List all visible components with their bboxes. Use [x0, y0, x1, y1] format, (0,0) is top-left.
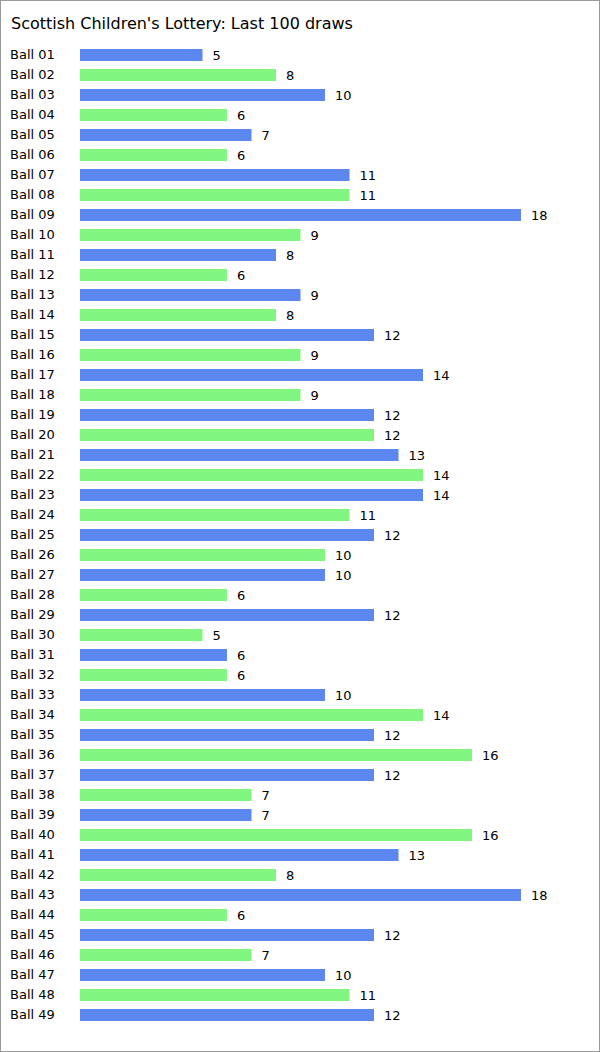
svg-text:9: 9 — [311, 288, 319, 303]
svg-text:16: 16 — [482, 828, 499, 843]
svg-text:6: 6 — [237, 108, 245, 123]
svg-text:Ball 27: Ball 27 — [10, 567, 55, 582]
svg-text:6: 6 — [237, 268, 245, 283]
svg-text:5: 5 — [213, 628, 221, 643]
svg-text:5: 5 — [213, 48, 221, 63]
svg-text:Ball 12: Ball 12 — [10, 267, 55, 282]
svg-text:12: 12 — [384, 608, 401, 623]
svg-text:Ball 04: Ball 04 — [10, 107, 55, 122]
svg-text:9: 9 — [311, 388, 319, 403]
svg-text:Ball 19: Ball 19 — [10, 407, 55, 422]
svg-text:6: 6 — [237, 648, 245, 663]
svg-text:Ball 33: Ball 33 — [10, 687, 55, 702]
svg-text:12: 12 — [384, 768, 401, 783]
svg-text:18: 18 — [531, 888, 548, 903]
svg-text:8: 8 — [286, 68, 294, 83]
svg-text:Ball 36: Ball 36 — [10, 747, 55, 762]
svg-text:9: 9 — [311, 228, 319, 243]
svg-text:Ball 31: Ball 31 — [10, 647, 55, 662]
svg-text:14: 14 — [433, 468, 450, 483]
svg-text:12: 12 — [384, 928, 401, 943]
svg-text:Ball 34: Ball 34 — [10, 707, 55, 722]
html-text:Scottish Children's Lottery: L: Scottish Children's Lottery: Last 100 dr… — [11, 14, 353, 33]
svg-text:Ball 14: Ball 14 — [10, 307, 55, 322]
svg-text:Ball 37: Ball 37 — [10, 767, 55, 782]
svg-text:7: 7 — [262, 788, 270, 803]
svg-text:11: 11 — [360, 508, 377, 523]
svg-text:12: 12 — [384, 328, 401, 343]
svg-text:10: 10 — [335, 88, 352, 103]
svg-text:10: 10 — [335, 688, 352, 703]
svg-text:Ball 13: Ball 13 — [10, 287, 55, 302]
svg-text:12: 12 — [384, 728, 401, 743]
svg-text:Ball 03: Ball 03 — [10, 87, 55, 102]
svg-text:Ball 26: Ball 26 — [10, 547, 55, 562]
svg-text:Ball 18: Ball 18 — [10, 387, 55, 402]
svg-text:Ball 24: Ball 24 — [10, 507, 55, 522]
svg-text:14: 14 — [433, 368, 450, 383]
svg-text:Ball 49: Ball 49 — [10, 1007, 55, 1022]
svg-text:7: 7 — [262, 128, 270, 143]
svg-text:Ball 22: Ball 22 — [10, 467, 55, 482]
svg-text:Ball 41: Ball 41 — [10, 847, 55, 862]
svg-text:Ball 16: Ball 16 — [10, 347, 55, 362]
svg-text:Ball 15: Ball 15 — [10, 327, 55, 342]
svg-text:Ball 47: Ball 47 — [10, 967, 55, 982]
svg-text:14: 14 — [433, 708, 450, 723]
svg-text:7: 7 — [262, 948, 270, 963]
svg-text:13: 13 — [409, 448, 426, 463]
svg-text:Ball 48: Ball 48 — [10, 987, 55, 1002]
svg-text:14: 14 — [433, 488, 450, 503]
svg-text:Ball 39: Ball 39 — [10, 807, 55, 822]
svg-text:Ball 28: Ball 28 — [10, 587, 55, 602]
svg-text:Ball 21: Ball 21 — [10, 447, 55, 462]
svg-text:12: 12 — [384, 1008, 401, 1023]
svg-text:11: 11 — [360, 988, 377, 1003]
svg-text:Ball 10: Ball 10 — [10, 227, 55, 242]
svg-text:9: 9 — [311, 348, 319, 363]
svg-text:Ball 43: Ball 43 — [10, 887, 55, 902]
svg-text:6: 6 — [237, 908, 245, 923]
svg-text:Ball 09: Ball 09 — [10, 207, 55, 222]
svg-text:Ball 42: Ball 42 — [10, 867, 55, 882]
svg-text:Ball 01: Ball 01 — [10, 47, 55, 62]
svg-text:Ball 30: Ball 30 — [10, 627, 55, 642]
svg-text:Ball 38: Ball 38 — [10, 787, 55, 802]
svg-text:Ball 08: Ball 08 — [10, 187, 55, 202]
svg-text:10: 10 — [335, 548, 352, 563]
svg-text:12: 12 — [384, 428, 401, 443]
svg-text:16: 16 — [482, 748, 499, 763]
svg-text:Ball 44: Ball 44 — [10, 907, 55, 922]
svg-text:7: 7 — [262, 808, 270, 823]
svg-text:Ball 46: Ball 46 — [10, 947, 55, 962]
svg-text:Ball 07: Ball 07 — [10, 167, 55, 182]
svg-text:Ball 06: Ball 06 — [10, 147, 55, 162]
svg-text:10: 10 — [335, 968, 352, 983]
svg-text:12: 12 — [384, 528, 401, 543]
svg-text:Ball 23: Ball 23 — [10, 487, 55, 502]
svg-text:6: 6 — [237, 588, 245, 603]
svg-text:Ball 25: Ball 25 — [10, 527, 55, 542]
svg-text:Ball 40: Ball 40 — [10, 827, 55, 842]
svg-text:Ball 32: Ball 32 — [10, 667, 55, 682]
svg-text:Ball 35: Ball 35 — [10, 727, 55, 742]
svg-text:11: 11 — [360, 188, 377, 203]
svg-text:12: 12 — [384, 408, 401, 423]
svg-text:13: 13 — [409, 848, 426, 863]
svg-text:Ball 05: Ball 05 — [10, 127, 55, 142]
svg-text:8: 8 — [286, 308, 294, 323]
svg-text:8: 8 — [286, 868, 294, 883]
svg-text:Ball 45: Ball 45 — [10, 927, 55, 942]
svg-text:Ball 02: Ball 02 — [10, 67, 55, 82]
svg-text:8: 8 — [286, 248, 294, 263]
svg-text:10: 10 — [335, 568, 352, 583]
svg-text:11: 11 — [360, 168, 377, 183]
svg-text:Ball 20: Ball 20 — [10, 427, 55, 442]
svg-text:18: 18 — [531, 208, 548, 223]
svg-text:6: 6 — [237, 148, 245, 163]
svg-text:Ball 11: Ball 11 — [10, 247, 55, 262]
svg-text:6: 6 — [237, 668, 245, 683]
svg-text:Ball 17: Ball 17 — [10, 367, 55, 382]
svg-text:Ball 29: Ball 29 — [10, 607, 55, 622]
